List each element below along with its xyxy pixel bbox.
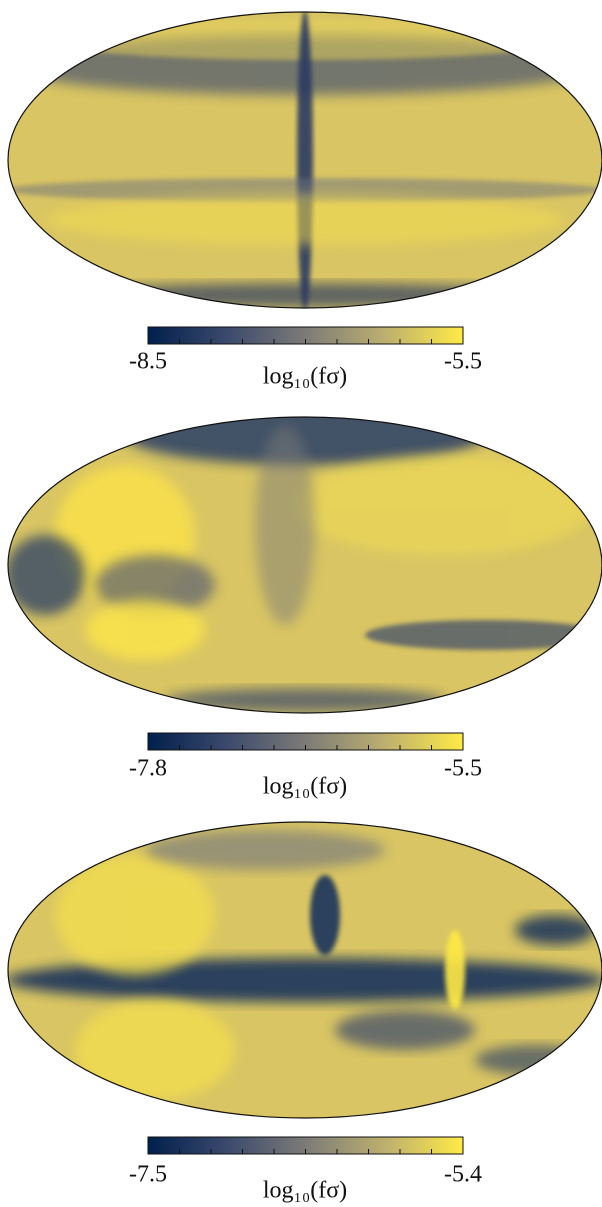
map-panel: -7.8 -5.5 log₁₀(fσ): [7, 416, 602, 800]
colorbar-tick-label: -5.5: [444, 349, 482, 375]
map-feature: [55, 855, 215, 975]
map-feature: [515, 915, 595, 945]
map-feature: [297, 12, 313, 308]
map-feature: [165, 688, 445, 712]
colorbar-tick-label: -8.5: [129, 349, 167, 375]
map-outline: [7, 416, 602, 714]
map-feature: [75, 1000, 235, 1100]
map-feature: [310, 875, 340, 955]
map-feature: [255, 425, 315, 625]
colorbar-label: log₁₀(fσ): [263, 1178, 347, 1204]
map-feature: [55, 283, 555, 307]
colorbar-tick-label: -5.5: [444, 756, 482, 782]
colorbar-label: log₁₀(fσ): [263, 364, 347, 390]
map-feature: [95, 555, 215, 615]
map-feature: [335, 1010, 475, 1050]
map-panel: -7.5 -5.4 log₁₀(fσ): [7, 821, 602, 1204]
map-feature: [365, 620, 602, 650]
sky-map: [8, 417, 602, 713]
colorbar-tick-label: -7.5: [129, 1162, 167, 1188]
map-outline: [7, 821, 602, 1119]
map-feature: [475, 1045, 595, 1075]
map-feature: [45, 195, 565, 245]
sky-map: [8, 822, 602, 1118]
colorbar-label: log₁₀(fσ): [263, 774, 347, 800]
map-feature: [145, 830, 385, 870]
map-feature: [445, 930, 465, 1010]
colorbar-tick-label: -7.8: [129, 756, 167, 782]
colorbar-tick-label: -5.4: [444, 1162, 482, 1188]
map-feature: [85, 600, 205, 660]
map-panel: -8.5 -5.5 log₁₀(fσ): [7, 11, 602, 390]
map-outline: [7, 11, 602, 309]
map-feature: [8, 535, 85, 615]
map-feature: [295, 455, 595, 555]
map-feature: [8, 178, 602, 202]
